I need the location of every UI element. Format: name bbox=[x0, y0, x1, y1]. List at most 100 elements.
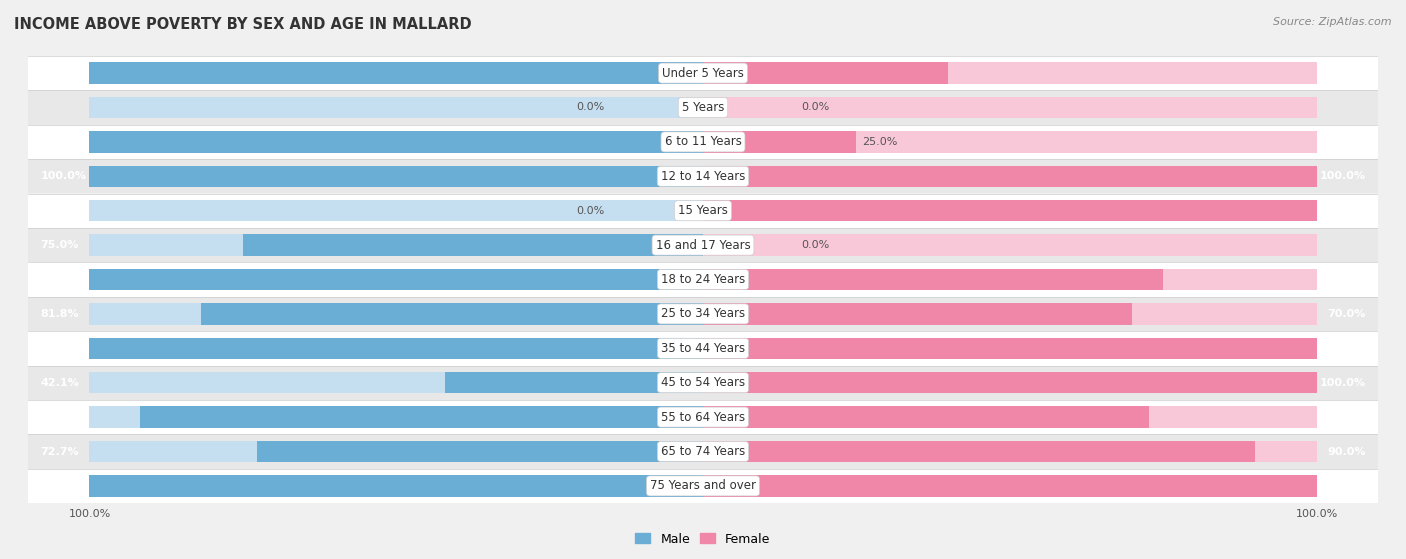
Bar bbox=[90, 269, 703, 290]
Bar bbox=[703, 165, 1316, 187]
Text: 75 Years and over: 75 Years and over bbox=[650, 480, 756, 492]
Text: 25.0%: 25.0% bbox=[862, 137, 898, 147]
Text: 100.0%: 100.0% bbox=[41, 137, 86, 147]
Bar bbox=[703, 406, 1149, 428]
Bar bbox=[703, 338, 1316, 359]
Text: 100.0%: 100.0% bbox=[1320, 206, 1365, 216]
Text: 45 to 54 Years: 45 to 54 Years bbox=[661, 376, 745, 389]
Text: 55 to 64 Years: 55 to 64 Years bbox=[661, 411, 745, 424]
Bar bbox=[703, 441, 1256, 462]
Bar bbox=[28, 262, 1378, 297]
Bar bbox=[243, 234, 703, 256]
Bar bbox=[703, 234, 1316, 256]
Bar bbox=[257, 441, 703, 462]
Text: 91.7%: 91.7% bbox=[41, 412, 79, 422]
Bar bbox=[703, 372, 1316, 394]
Bar bbox=[90, 406, 703, 428]
Bar bbox=[28, 125, 1378, 159]
Bar bbox=[28, 91, 1378, 125]
Bar bbox=[90, 441, 703, 462]
Text: 16 and 17 Years: 16 and 17 Years bbox=[655, 239, 751, 252]
Text: 90.0%: 90.0% bbox=[1327, 447, 1365, 457]
Bar bbox=[90, 165, 703, 187]
Bar bbox=[28, 56, 1378, 91]
Bar bbox=[703, 63, 949, 84]
Bar bbox=[90, 338, 703, 359]
Text: Source: ZipAtlas.com: Source: ZipAtlas.com bbox=[1274, 17, 1392, 27]
Text: 0.0%: 0.0% bbox=[576, 206, 605, 216]
Bar bbox=[90, 338, 703, 359]
Bar bbox=[703, 269, 1163, 290]
Bar bbox=[703, 131, 1316, 153]
Text: 0.0%: 0.0% bbox=[801, 240, 830, 250]
Bar bbox=[28, 193, 1378, 228]
Bar bbox=[703, 303, 1316, 325]
Bar bbox=[90, 131, 703, 153]
Text: 35 to 44 Years: 35 to 44 Years bbox=[661, 342, 745, 355]
Text: INCOME ABOVE POVERTY BY SEX AND AGE IN MALLARD: INCOME ABOVE POVERTY BY SEX AND AGE IN M… bbox=[14, 17, 471, 32]
Bar bbox=[90, 131, 703, 153]
Bar bbox=[703, 63, 1316, 84]
Bar bbox=[90, 97, 703, 118]
Bar bbox=[703, 475, 1316, 496]
Bar bbox=[703, 475, 1316, 496]
Bar bbox=[90, 63, 703, 84]
Text: 42.1%: 42.1% bbox=[41, 378, 79, 388]
Text: 75.0%: 75.0% bbox=[41, 240, 79, 250]
Bar bbox=[28, 159, 1378, 193]
Text: 100.0%: 100.0% bbox=[41, 274, 86, 285]
Bar bbox=[703, 131, 856, 153]
Bar bbox=[703, 269, 1316, 290]
Text: 72.7%: 72.7% bbox=[41, 447, 79, 457]
Bar bbox=[28, 366, 1378, 400]
Text: 100.0%: 100.0% bbox=[1320, 171, 1365, 181]
Bar bbox=[703, 165, 1316, 187]
Text: 100.0%: 100.0% bbox=[41, 68, 86, 78]
Bar bbox=[28, 400, 1378, 434]
Bar bbox=[90, 303, 703, 325]
Text: Under 5 Years: Under 5 Years bbox=[662, 67, 744, 79]
Text: 6 to 11 Years: 6 to 11 Years bbox=[665, 135, 741, 148]
Bar bbox=[90, 475, 703, 496]
Bar bbox=[28, 468, 1378, 503]
Text: 75.0%: 75.0% bbox=[1327, 274, 1365, 285]
Bar bbox=[703, 97, 1316, 118]
Bar bbox=[703, 441, 1316, 462]
Text: 100.0%: 100.0% bbox=[41, 343, 86, 353]
Text: 65 to 74 Years: 65 to 74 Years bbox=[661, 445, 745, 458]
Text: 70.0%: 70.0% bbox=[1327, 309, 1365, 319]
Bar bbox=[703, 338, 1316, 359]
Bar bbox=[28, 434, 1378, 468]
Bar bbox=[90, 63, 703, 84]
Legend: Male, Female: Male, Female bbox=[630, 528, 776, 551]
Bar bbox=[703, 303, 1132, 325]
Text: 100.0%: 100.0% bbox=[1320, 481, 1365, 491]
Bar bbox=[90, 475, 703, 496]
Bar bbox=[444, 372, 703, 394]
Text: 100.0%: 100.0% bbox=[41, 481, 86, 491]
Bar bbox=[703, 372, 1316, 394]
Bar bbox=[28, 297, 1378, 331]
Text: 100.0%: 100.0% bbox=[1320, 343, 1365, 353]
Bar bbox=[703, 200, 1316, 221]
Bar bbox=[90, 234, 703, 256]
Text: 0.0%: 0.0% bbox=[801, 102, 830, 112]
Text: 100.0%: 100.0% bbox=[41, 171, 86, 181]
Text: 81.8%: 81.8% bbox=[41, 309, 79, 319]
Bar bbox=[703, 406, 1316, 428]
Bar bbox=[90, 200, 703, 221]
Text: 100.0%: 100.0% bbox=[1320, 378, 1365, 388]
Bar bbox=[141, 406, 703, 428]
Bar bbox=[90, 372, 703, 394]
Bar bbox=[28, 228, 1378, 262]
Text: 5 Years: 5 Years bbox=[682, 101, 724, 114]
Bar bbox=[201, 303, 703, 325]
Text: 72.7%: 72.7% bbox=[1327, 412, 1365, 422]
Bar bbox=[28, 331, 1378, 366]
Text: 15 Years: 15 Years bbox=[678, 204, 728, 217]
Text: 25 to 34 Years: 25 to 34 Years bbox=[661, 307, 745, 320]
Text: 12 to 14 Years: 12 to 14 Years bbox=[661, 170, 745, 183]
Text: 18 to 24 Years: 18 to 24 Years bbox=[661, 273, 745, 286]
Text: 40.0%: 40.0% bbox=[1327, 68, 1365, 78]
Bar bbox=[703, 200, 1316, 221]
